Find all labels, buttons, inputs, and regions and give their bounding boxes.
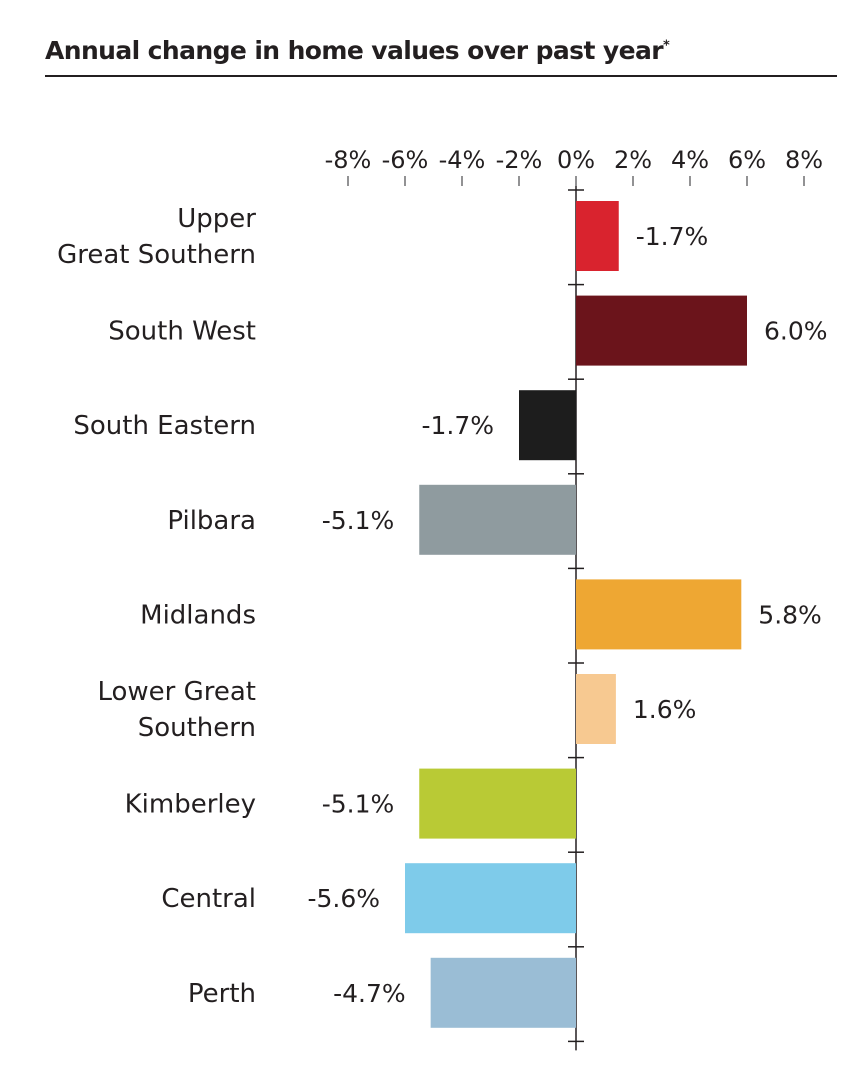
category-label: Southern	[138, 713, 256, 743]
bar	[419, 484, 576, 555]
data-label: -5.1%	[322, 506, 395, 535]
data-label: -5.1%	[322, 790, 395, 819]
bar	[519, 390, 576, 461]
category-label: Kimberley	[125, 790, 256, 820]
category-label: Great Southern	[57, 240, 256, 270]
x-tick-label: 4%	[671, 146, 709, 174]
category-label: Upper	[177, 204, 256, 234]
category-label: Lower Great	[97, 677, 256, 707]
x-tick-label: -6%	[382, 146, 429, 174]
title-footnote-mark: *	[662, 38, 670, 54]
x-tick-label: 6%	[728, 146, 766, 174]
category-label: Midlands	[140, 600, 256, 630]
bar	[405, 863, 576, 934]
category-label: Central	[161, 884, 256, 914]
title-rule	[45, 75, 837, 77]
data-label: 1.6%	[633, 695, 697, 724]
data-label: -4.7%	[333, 979, 406, 1008]
bar	[576, 295, 747, 366]
bar	[419, 768, 576, 839]
x-tick-label: -4%	[439, 146, 486, 174]
bar	[576, 674, 616, 744]
x-tick-label: -2%	[496, 146, 543, 174]
category-label: Pilbara	[167, 506, 256, 536]
x-tick-label: -8%	[325, 146, 372, 174]
bar	[576, 201, 619, 271]
chart-title-text: Annual change in home values over past y…	[45, 36, 664, 65]
x-tick-label: 0%	[557, 146, 595, 174]
category-label: South Eastern	[73, 411, 256, 441]
data-label: -1.7%	[421, 411, 494, 440]
category-label: Perth	[188, 979, 256, 1009]
data-label: 5.8%	[758, 600, 822, 629]
chart-title: Annual change in home values over past y…	[45, 36, 670, 65]
data-label: 6.0%	[764, 317, 828, 346]
category-label: South West	[108, 317, 256, 347]
bar	[576, 579, 742, 650]
data-label: -1.7%	[636, 222, 709, 251]
x-tick-label: 2%	[614, 146, 652, 174]
data-label: -5.6%	[307, 884, 380, 913]
bar	[430, 957, 576, 1028]
x-tick-label: 8%	[785, 146, 823, 174]
